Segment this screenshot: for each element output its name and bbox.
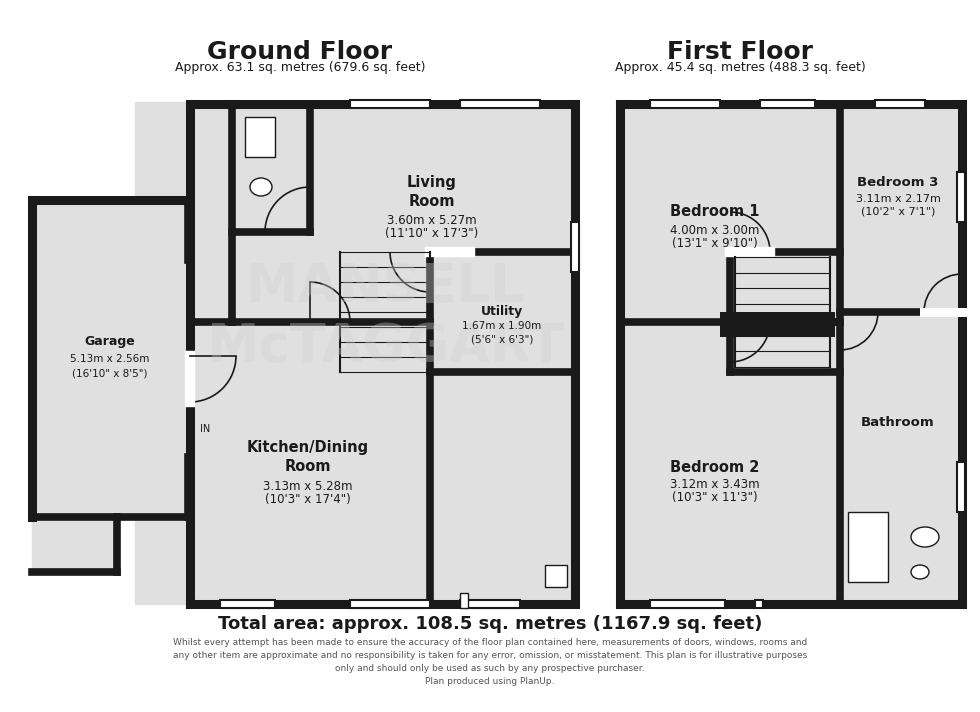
Text: Kitchen/Dining
Room: Kitchen/Dining Room — [247, 439, 369, 474]
Text: (5'6" x 6'3"): (5'6" x 6'3") — [470, 334, 533, 344]
Text: Garage: Garage — [84, 335, 135, 348]
Text: Bathroom: Bathroom — [861, 416, 935, 429]
Text: (16'10" x 8'5"): (16'10" x 8'5") — [73, 368, 148, 378]
Text: (10'3" x 11'3"): (10'3" x 11'3") — [672, 491, 758, 505]
Text: IN: IN — [200, 424, 211, 434]
Bar — [192, 324, 430, 602]
Bar — [350, 600, 430, 608]
Text: Approx. 63.1 sq. metres (679.6 sq. feet): Approx. 63.1 sq. metres (679.6 sq. feet) — [174, 61, 425, 73]
Text: 4.00m x 3.00m: 4.00m x 3.00m — [670, 224, 760, 236]
Bar — [460, 100, 540, 108]
Bar — [720, 312, 835, 337]
Text: (11'10" x 17'3"): (11'10" x 17'3") — [385, 226, 478, 239]
Bar — [760, 100, 815, 108]
Text: (10'3" x 17'4"): (10'3" x 17'4") — [266, 493, 351, 506]
Ellipse shape — [250, 178, 272, 196]
Text: Ground Floor: Ground Floor — [208, 40, 393, 64]
Text: Total area: approx. 108.5 sq. metres (1167.9 sq. feet): Total area: approx. 108.5 sq. metres (11… — [218, 615, 762, 633]
Ellipse shape — [911, 527, 939, 547]
Bar — [755, 600, 763, 608]
Text: Utility: Utility — [481, 305, 523, 318]
Text: 3.11m x 2.17m: 3.11m x 2.17m — [856, 194, 941, 204]
Text: Bedroom 2: Bedroom 2 — [670, 459, 760, 474]
Text: Living
Room: Living Room — [407, 174, 457, 209]
Bar — [957, 462, 965, 512]
Ellipse shape — [911, 565, 929, 579]
Bar — [312, 107, 572, 320]
Bar — [32, 200, 188, 517]
Text: (10'2" x 7'1"): (10'2" x 7'1") — [860, 207, 935, 217]
Bar — [32, 517, 117, 572]
Text: Bedroom 3: Bedroom 3 — [858, 175, 939, 189]
Text: 5.13m x 2.56m: 5.13m x 2.56m — [71, 354, 150, 364]
Bar — [875, 100, 925, 108]
Bar — [571, 222, 579, 272]
Text: Bedroom 1: Bedroom 1 — [670, 204, 760, 219]
Bar — [545, 565, 567, 587]
Bar — [620, 102, 962, 604]
Text: 3.12m x 3.43m: 3.12m x 3.43m — [670, 478, 760, 491]
Text: 1.67m x 1.90m: 1.67m x 1.90m — [463, 321, 542, 331]
Bar — [460, 600, 520, 608]
Bar — [245, 117, 275, 157]
Text: First Floor: First Floor — [667, 40, 813, 64]
Text: 3.13m x 5.28m: 3.13m x 5.28m — [264, 481, 353, 493]
Text: Approx. 45.4 sq. metres (488.3 sq. feet): Approx. 45.4 sq. metres (488.3 sq. feet) — [614, 61, 865, 73]
Text: MANSELL
McTAGGART: MANSELL McTAGGART — [206, 261, 564, 373]
Bar — [460, 593, 468, 608]
Bar — [650, 600, 725, 608]
Text: (13'1" x 9'10"): (13'1" x 9'10") — [672, 236, 758, 249]
Bar — [220, 600, 275, 608]
Bar — [957, 172, 965, 222]
Bar — [848, 512, 888, 582]
Text: 3.60m x 5.27m: 3.60m x 5.27m — [387, 214, 477, 226]
Text: Whilst every attempt has been made to ensure the accuracy of the floor plan cont: Whilst every attempt has been made to en… — [172, 638, 808, 686]
Bar — [350, 100, 430, 108]
Bar — [650, 100, 720, 108]
Bar — [135, 102, 575, 604]
